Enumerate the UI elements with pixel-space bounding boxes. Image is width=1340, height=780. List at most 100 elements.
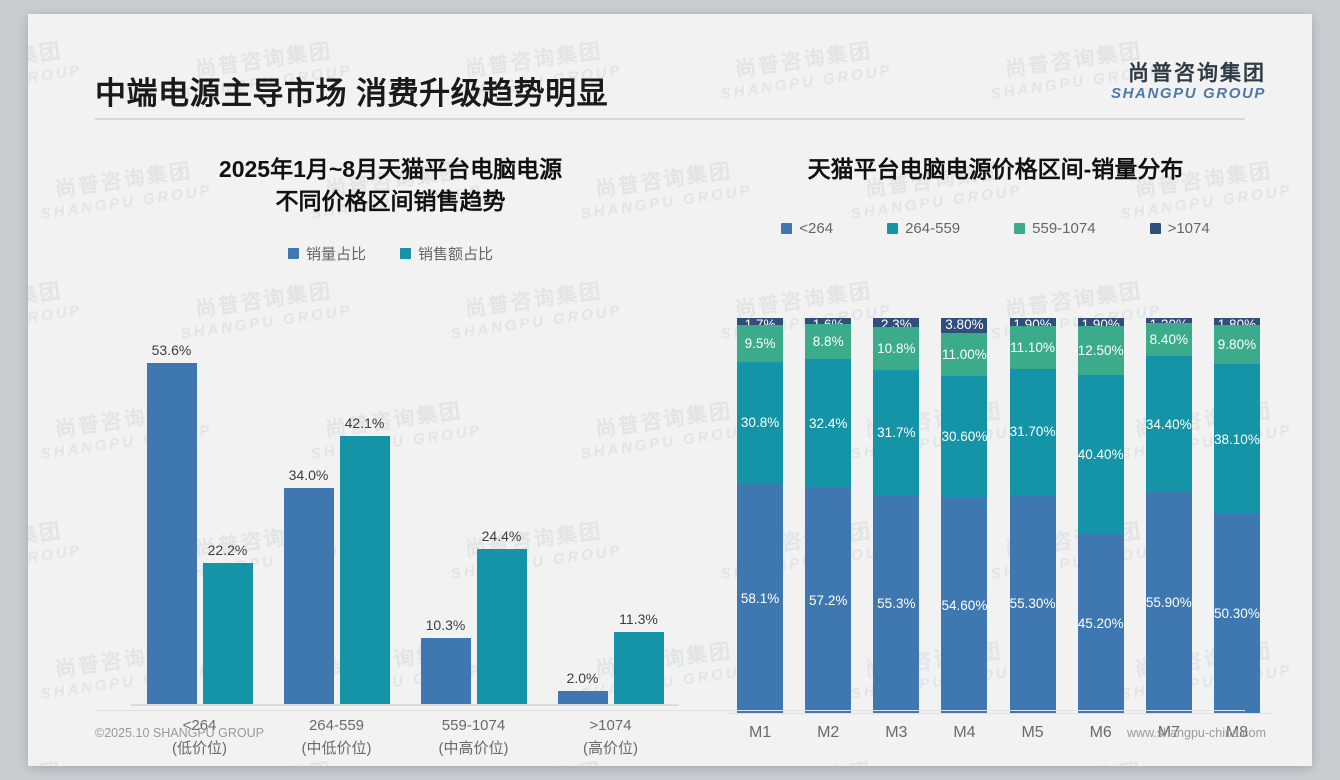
segment-value-label: 11.10% bbox=[1010, 339, 1055, 355]
footer-copyright: ©2025.10 SHANGPU GROUP bbox=[95, 726, 264, 740]
segment-value-label: 30.60% bbox=[941, 429, 988, 445]
bar bbox=[476, 548, 527, 704]
bar-column[interactable]: 42.1% bbox=[339, 322, 390, 704]
bar-value-label: 10.3% bbox=[425, 617, 466, 634]
stacked-bar: 2.3% 10.8% 31.7% 55.3% bbox=[873, 317, 920, 713]
x-axis-month-label: M2 bbox=[817, 724, 840, 741]
category-range: >1074 bbox=[589, 717, 632, 734]
stacked-bar: 1.30%8.40%34.40%55.90% bbox=[1145, 317, 1192, 713]
stacked-segment: 31.7% bbox=[873, 369, 920, 495]
brand-logo: 尚普咨询集团 SHANGPU GROUP bbox=[1111, 62, 1266, 102]
stacked-bar: 1.7% 9.5% 30.8% 58.1% bbox=[737, 317, 784, 714]
stacked-bar-column[interactable]: 1.90% 11.10% 31.70% 55.30% bbox=[999, 317, 1067, 713]
stacked-segment: 40.40% bbox=[1077, 374, 1124, 535]
category-tier: (中低价位) bbox=[301, 740, 372, 758]
category-range: 559-1074 bbox=[441, 717, 506, 734]
stacked-segment: 55.30% bbox=[1009, 494, 1056, 713]
stacked-bar-column[interactable]: 1.90% 12.50% 40.40% 45.20% bbox=[1067, 317, 1135, 713]
stacked-segment: 50.30% bbox=[1213, 514, 1260, 713]
legend-label: 销售额占比 bbox=[418, 246, 494, 264]
stacked-segment: 12.50% bbox=[1077, 325, 1124, 375]
stacked-bar: 1.90% 11.10% 31.70% 55.30% bbox=[1009, 317, 1056, 713]
bar-column[interactable]: 2.0% bbox=[557, 322, 608, 704]
logo-english-name: SHANGPU GROUP bbox=[1111, 84, 1266, 102]
legend-label: 264-559 bbox=[905, 219, 961, 237]
legend-item-1[interactable]: <264 bbox=[781, 220, 833, 237]
bar-value-label: 11.3% bbox=[619, 611, 658, 628]
segment-value-label: 54.60% bbox=[941, 597, 988, 613]
stacked-segment: 30.60% bbox=[941, 376, 988, 498]
stacked-bar-column[interactable]: 1.80% 9.80% 38.10% 50.30% bbox=[1203, 317, 1271, 713]
x-axis-month-label: M8 bbox=[1225, 724, 1249, 741]
bar bbox=[613, 632, 664, 704]
stacked-segment: 1.80% bbox=[1213, 317, 1260, 332]
stacked-x-axis-line bbox=[726, 713, 1271, 714]
chart-title-volume-distribution: 天猫平台电脑电源价格区间-销量分布 bbox=[807, 156, 1184, 182]
segment-value-label: 32.4% bbox=[809, 415, 848, 431]
grouped-x-axis-labels: <264 (低价位) 264-559 (中低价位) 559-1074 (中高价位) >107… bbox=[131, 710, 679, 766]
stacked-x-axis-labels: M1 M2 M3 M4 M5 M6 M7 M8 bbox=[726, 716, 1271, 742]
segment-value-label: 12.50% bbox=[1077, 342, 1124, 358]
footer-website: www.shangpu-china.com bbox=[1127, 726, 1266, 740]
chart-panel-volume-distribution: 天猫平台电脑电源价格区间-销量分布 <264 264-559 559-1074 >10… bbox=[708, 154, 1283, 741]
legend-item-2[interactable]: 264-559 bbox=[887, 220, 960, 237]
legend-item-2[interactable]: 销售额占比 bbox=[400, 243, 493, 264]
bar-value-label: 53.6% bbox=[151, 341, 192, 358]
stacked-bar-column[interactable]: 1.6%8.8%32.4%57.2% bbox=[794, 317, 862, 713]
bar-column[interactable]: 34.0% bbox=[283, 322, 334, 704]
legend-swatch-icon bbox=[1014, 222, 1026, 234]
legend-swatch-icon bbox=[781, 222, 793, 234]
slide-footer: ©2025.10 SHANGPU GROUP www.shangpu-china… bbox=[28, 710, 1312, 766]
stacked-segment: 2.3% bbox=[873, 317, 920, 332]
bar-group: 34.0% 42.1% bbox=[268, 322, 405, 704]
bar-column[interactable]: 53.6% bbox=[146, 322, 197, 704]
stacked-segment: 31.70% bbox=[1009, 369, 1056, 495]
bar bbox=[557, 691, 608, 704]
legend-swatch-icon bbox=[287, 248, 299, 260]
bar bbox=[202, 562, 253, 704]
segment-value-label: 55.30% bbox=[1009, 596, 1056, 612]
stacked-segment: 9.5% bbox=[737, 324, 784, 363]
bar-column[interactable]: 22.2% bbox=[202, 322, 253, 704]
footer-divider bbox=[95, 710, 1245, 711]
stacked-bar-plot-area: 1.7%9.5%30.8%58.1%1.6%8.8%32.4%57.2%2.3%… bbox=[726, 317, 1271, 714]
segment-value-label: 50.30% bbox=[1214, 606, 1260, 622]
legend-item-4[interactable]: >1074 bbox=[1149, 220, 1210, 237]
x-axis-month-label: M4 bbox=[953, 724, 976, 741]
bar-column[interactable]: 24.4% bbox=[476, 322, 527, 704]
stacked-segment: 30.8% bbox=[737, 362, 784, 484]
segment-value-label: 3.80% bbox=[945, 317, 984, 332]
x-axis-category-label: 559-1074 (中高价位) bbox=[405, 710, 542, 766]
grouped-x-axis-line bbox=[131, 704, 679, 706]
legend-label: 559-1074 bbox=[1032, 219, 1096, 237]
chart-panel-sales-trend: 2025年1月~8月天猫平台电脑电源 不同价格区间销售趋势 销量占比 销售额占比 … bbox=[83, 154, 698, 757]
x-axis-category-label: <264 (低价位) bbox=[131, 710, 268, 766]
segment-value-label: 55.90% bbox=[1145, 595, 1192, 611]
bar-column[interactable]: 11.3% bbox=[613, 322, 664, 704]
stacked-segment: 8.40% bbox=[1145, 323, 1192, 357]
legend-item-3[interactable]: 559-1074 bbox=[1014, 219, 1096, 237]
segment-value-label: 9.80% bbox=[1217, 336, 1257, 352]
x-axis-month-label: M5 bbox=[1021, 724, 1044, 741]
stacked-bar-column[interactable]: 1.7% 9.5% 30.8% 58.1% bbox=[726, 317, 794, 714]
legend-item-1[interactable]: 销量占比 bbox=[287, 243, 366, 264]
stacked-bar-column[interactable]: 1.30%8.40%34.40%55.90% bbox=[1135, 317, 1203, 713]
stacked-segment: 1.90% bbox=[1077, 317, 1124, 332]
segment-value-label: 55.3% bbox=[877, 596, 916, 612]
stacked-bar: 1.6%8.8%32.4%57.2% bbox=[805, 317, 852, 713]
segment-value-label: 10.8% bbox=[877, 340, 916, 356]
segment-value-label: 40.40% bbox=[1077, 447, 1124, 463]
segment-value-label: 9.5% bbox=[744, 335, 776, 351]
legend-label: <264 bbox=[799, 219, 834, 237]
legend-swatch-icon bbox=[1149, 222, 1161, 234]
segment-value-label: 8.8% bbox=[812, 334, 844, 350]
stacked-bar-column[interactable]: 2.3% 10.8% 31.7% 55.3% bbox=[862, 317, 930, 713]
stacked-segment: 11.10% bbox=[1009, 325, 1056, 370]
stacked-bar-column[interactable]: 3.80% 11.00% 30.60% 54.60% bbox=[930, 317, 998, 713]
bar-group: 10.3% 24.4% bbox=[405, 322, 542, 704]
segment-value-label: 57.2% bbox=[809, 592, 848, 608]
segment-value-label: 58.1% bbox=[740, 590, 780, 606]
bar-column[interactable]: 10.3% bbox=[420, 322, 471, 704]
slide-header: 中端电源主导市场 消费升级趋势明显 尚普咨询集团 SHANGPU GROUP bbox=[28, 14, 1312, 120]
